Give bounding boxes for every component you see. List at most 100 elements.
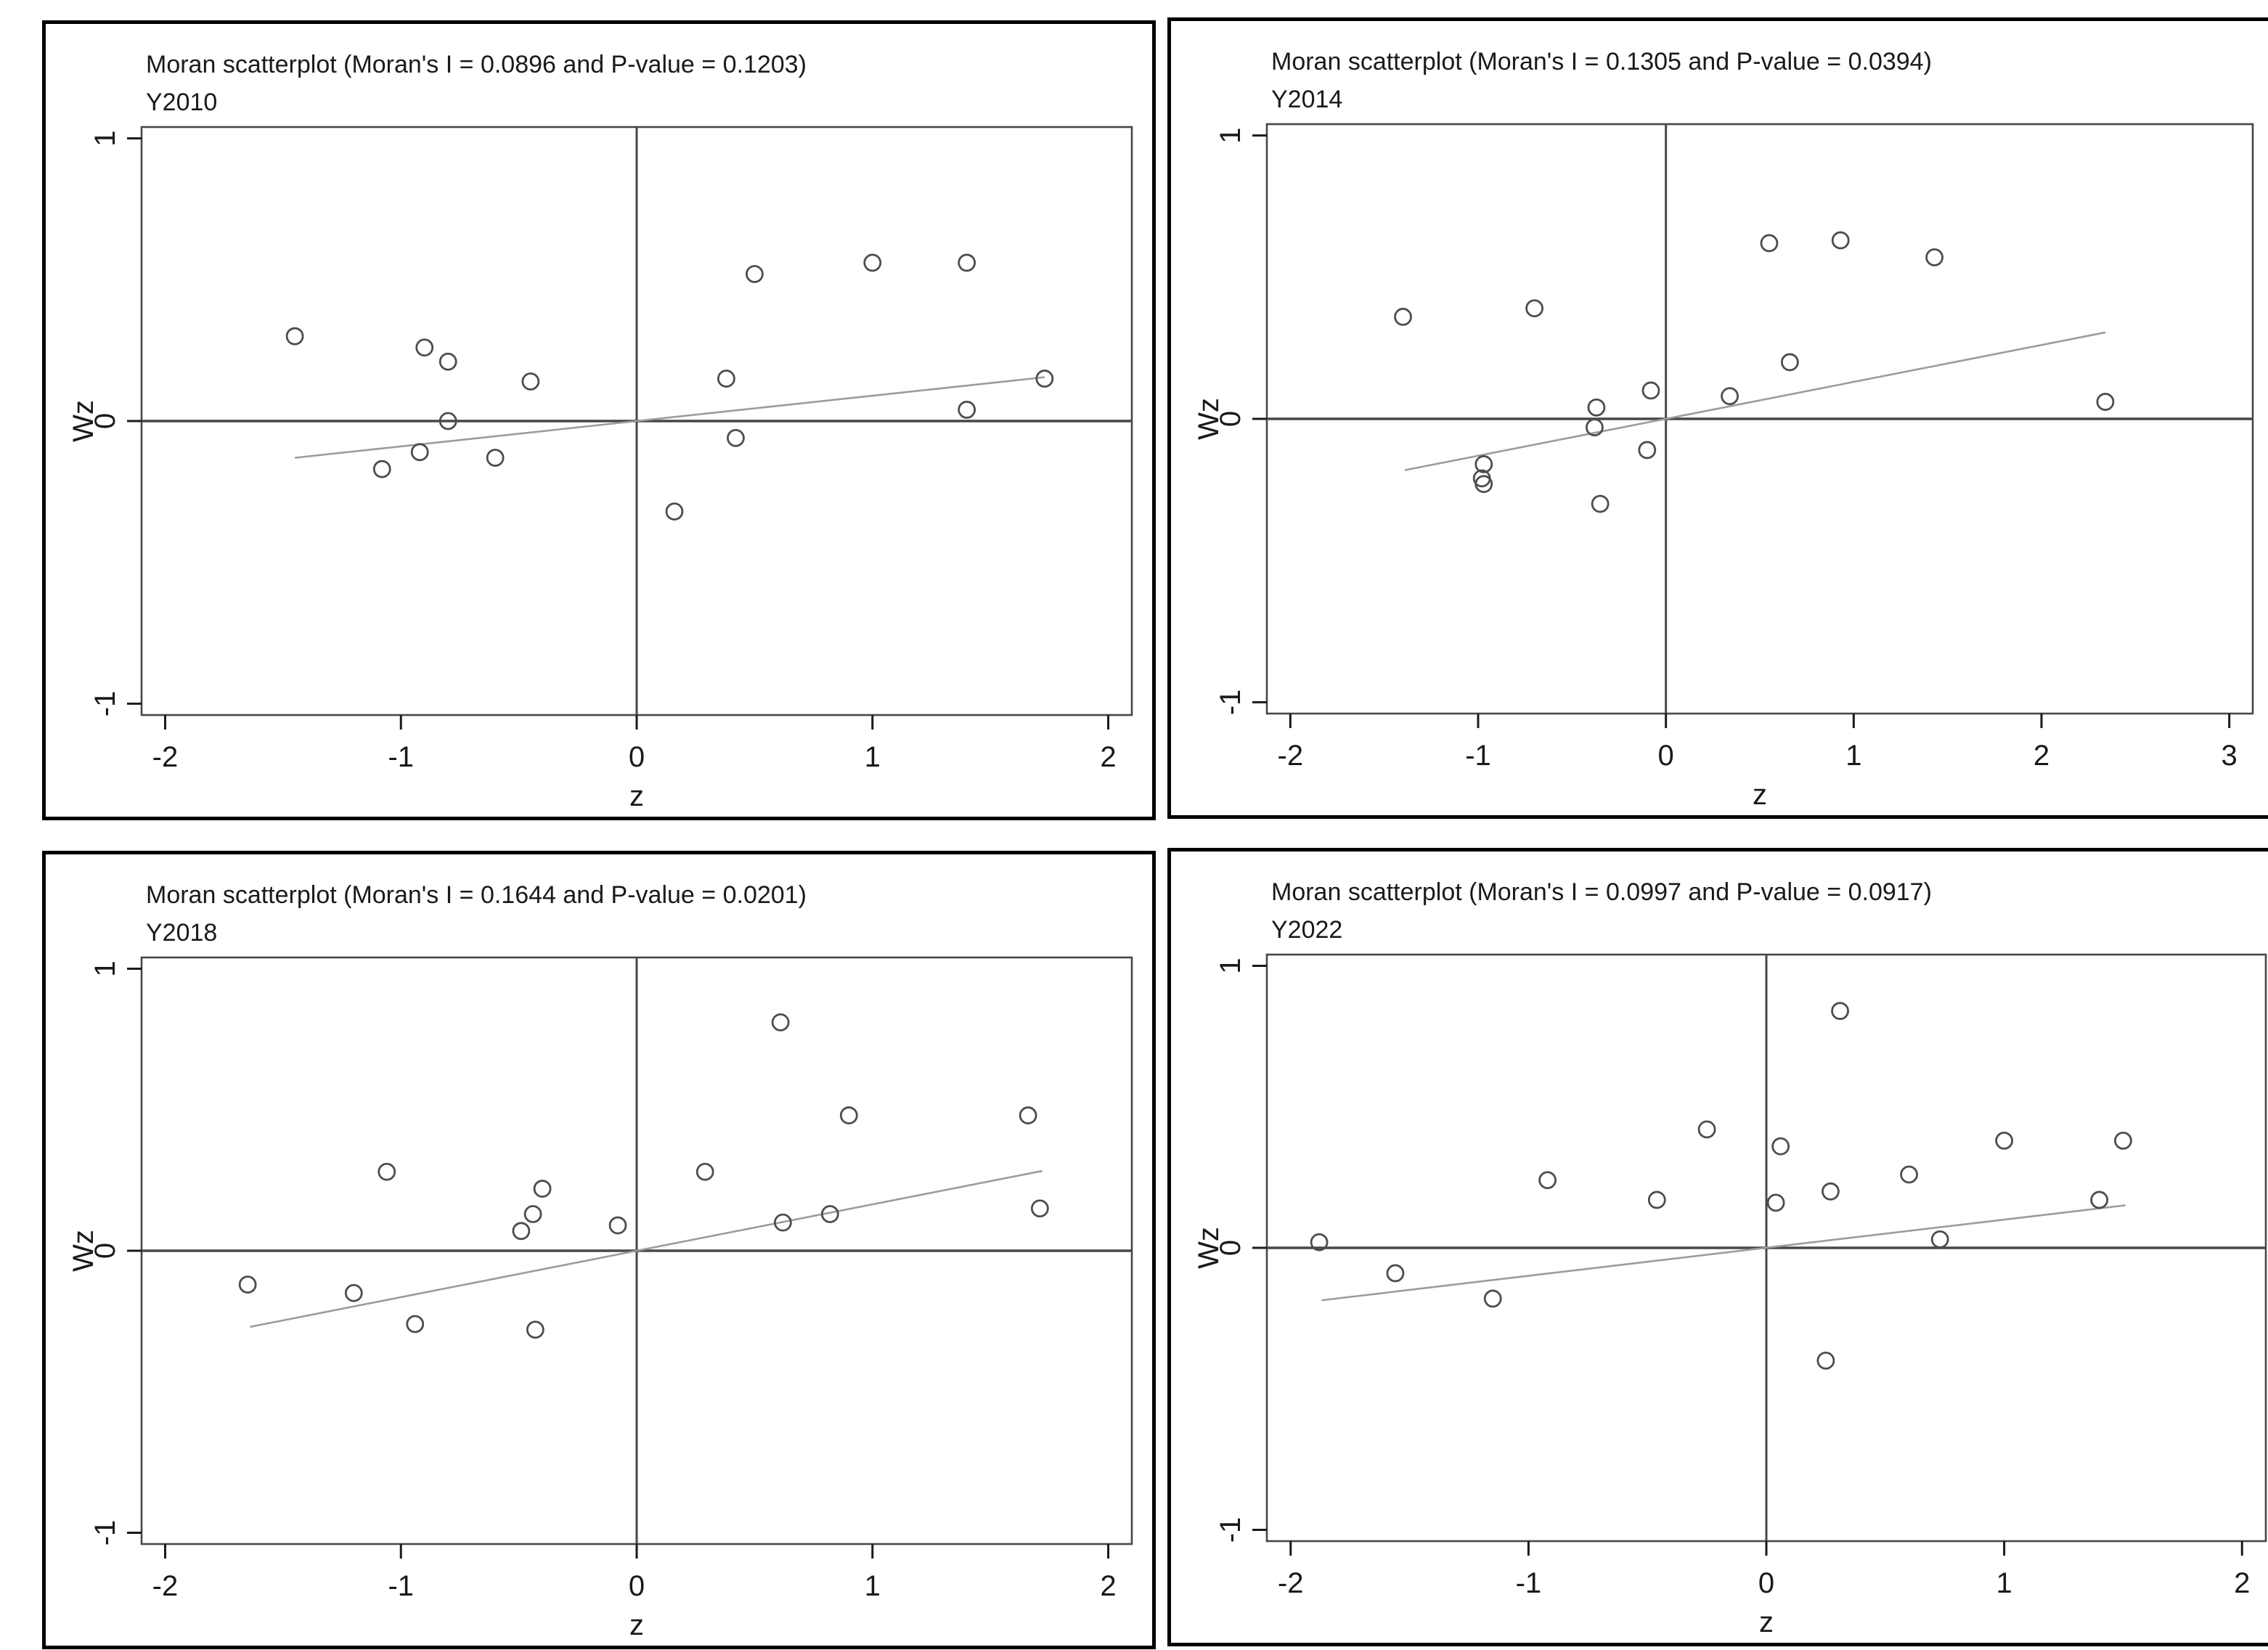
y-tick-label: -1: [1215, 1517, 1247, 1543]
x-tick-label: -1: [1465, 740, 1491, 772]
scatter-point: [608, 1216, 627, 1235]
scatter-point: [1474, 455, 1493, 473]
scatter-point: [1771, 1137, 1790, 1156]
scatter-point: [533, 1180, 552, 1198]
y-tick-label: 1: [89, 960, 121, 976]
x-tick-label: 2: [2034, 740, 2049, 772]
scatter-point: [727, 428, 745, 447]
x-tick-label: 0: [629, 1570, 645, 1602]
x-tick-label: 0: [1758, 1567, 1774, 1599]
scatter-point: [1394, 308, 1412, 326]
scatter-point: [2090, 1190, 2109, 1209]
x-tick-label: 2: [1100, 741, 1116, 773]
scatter-point: [1697, 1120, 1716, 1139]
y-axis-label: Wz: [1193, 398, 1225, 440]
scatter-point: [1587, 398, 1606, 417]
x-tick-label: 3: [2222, 740, 2238, 772]
fit-line: [1404, 331, 2106, 471]
scatter-point: [410, 443, 429, 462]
x-tick-label: -1: [388, 741, 414, 773]
y-tick-label: -1: [89, 1520, 121, 1546]
y-tick-label: 0: [1215, 411, 1247, 427]
x-axis-label: z: [1759, 1606, 1774, 1638]
scatter-point: [238, 1275, 257, 1294]
scatter-point: [1831, 231, 1850, 250]
scatter-point: [1641, 381, 1660, 400]
scatter-point: [1019, 1106, 1037, 1124]
moran-panel-y2018: -2 -1 0 1 2 z -1 0 1 Wz Moran scatterplot (Moran'…: [42, 851, 1156, 1649]
scatter-point: [696, 1162, 714, 1181]
x-tick-label: 2: [2234, 1567, 2250, 1599]
y-tick-label: 1: [1215, 127, 1247, 143]
chart-title: Moran scatterplot (Moran's I = 0.0997 an…: [1271, 878, 1932, 906]
x-tick-label: 2: [1100, 1570, 1116, 1602]
fit-line: [250, 1169, 1043, 1328]
scatter-point: [839, 1106, 858, 1124]
scatter-point: [1483, 1289, 1502, 1308]
chart-title: Moran scatterplot (Moran's I = 0.1305 an…: [1271, 48, 1932, 75]
x-tick-label: 0: [629, 741, 645, 773]
panel-titles: Moran scatterplot (Moran's I = 0.1305 an…: [1271, 43, 1932, 118]
x-axis-label: z: [629, 780, 644, 812]
scatter-point: [406, 1315, 425, 1334]
scatter-point: [2114, 1131, 2132, 1150]
scatter-point: [1900, 1165, 1918, 1184]
scatter-point: [863, 253, 882, 272]
fit-line: [294, 376, 1045, 459]
scatter-canvas-y2014: -2 -1 0 1 2 3 z -1 0 1 Wz: [1193, 123, 2254, 811]
scatter-point: [415, 338, 434, 357]
scatter-point: [745, 265, 764, 283]
scatter-point: [1585, 418, 1604, 437]
scatter-point: [665, 502, 684, 521]
x-tick-label: -2: [1278, 740, 1304, 772]
y-tick-label: -1: [1215, 690, 1247, 716]
chart-title: Moran scatterplot (Moran's I = 0.1644 an…: [146, 881, 807, 909]
x-tick-label: 1: [1996, 1567, 2012, 1599]
scatter-canvas-y2022: -2 -1 0 1 2 z -1 0 1 Wz: [1193, 953, 2267, 1638]
y-tick-label: -1: [89, 691, 121, 717]
x-axis-label: z: [1753, 779, 1767, 811]
scatter-point: [1638, 441, 1657, 460]
scatter-point: [1995, 1131, 2014, 1150]
x-tick-label: -2: [152, 1570, 179, 1602]
y-axis-label: Wz: [68, 1230, 99, 1272]
scatter-point: [1780, 353, 1799, 372]
scatter-point: [1721, 387, 1739, 406]
chart-subtitle: Y2010: [146, 89, 218, 116]
x-tick-label: -1: [1516, 1567, 1542, 1599]
scatter-point: [438, 352, 457, 371]
x-tick-label: -2: [152, 741, 179, 773]
scatter-point: [2096, 393, 2115, 411]
scatter-point: [1591, 494, 1610, 513]
scatter-point: [1822, 1182, 1840, 1201]
scatter-point: [1816, 1351, 1835, 1370]
x-tick-label: -2: [1278, 1567, 1304, 1599]
y-tick-label: 1: [1215, 957, 1247, 973]
x-tick-label: 1: [1845, 740, 1861, 772]
scatter-point: [521, 372, 540, 391]
scatter-point: [1035, 369, 1054, 388]
y-tick-label: 0: [89, 413, 121, 429]
moran-panel-y2022: -2 -1 0 1 2 z -1 0 1 Wz Moran scatterplot (Moran'…: [1167, 848, 2268, 1646]
y-tick-label: 1: [89, 130, 121, 146]
scatter-point: [372, 460, 391, 478]
chart-subtitle: Y2022: [1271, 916, 1343, 944]
fit-line: [1321, 1204, 2126, 1302]
x-tick-label: 1: [865, 741, 881, 773]
scatter-point: [1760, 234, 1779, 253]
y-axis-label: Wz: [1193, 1227, 1225, 1269]
scatter-point: [1925, 248, 1943, 266]
scatter-point: [1030, 1199, 1049, 1218]
scatter-point: [1310, 1233, 1329, 1251]
scatter-canvas-y2018: -2 -1 0 1 2 z -1 0 1 Wz: [68, 956, 1133, 1641]
scatter-point: [526, 1320, 544, 1339]
scatter-point: [1474, 475, 1493, 494]
scatter-canvas-y2010: -2 -1 0 1 2 z -1 0 1 Wz: [68, 126, 1133, 812]
scatter-point: [523, 1205, 542, 1223]
chart-subtitle: Y2014: [1271, 86, 1343, 113]
panel-titles: Moran scatterplot (Moran's I = 0.1644 an…: [146, 876, 807, 952]
scatter-point: [438, 412, 457, 430]
x-tick-label: -1: [388, 1570, 414, 1602]
scatter-point: [285, 327, 304, 346]
